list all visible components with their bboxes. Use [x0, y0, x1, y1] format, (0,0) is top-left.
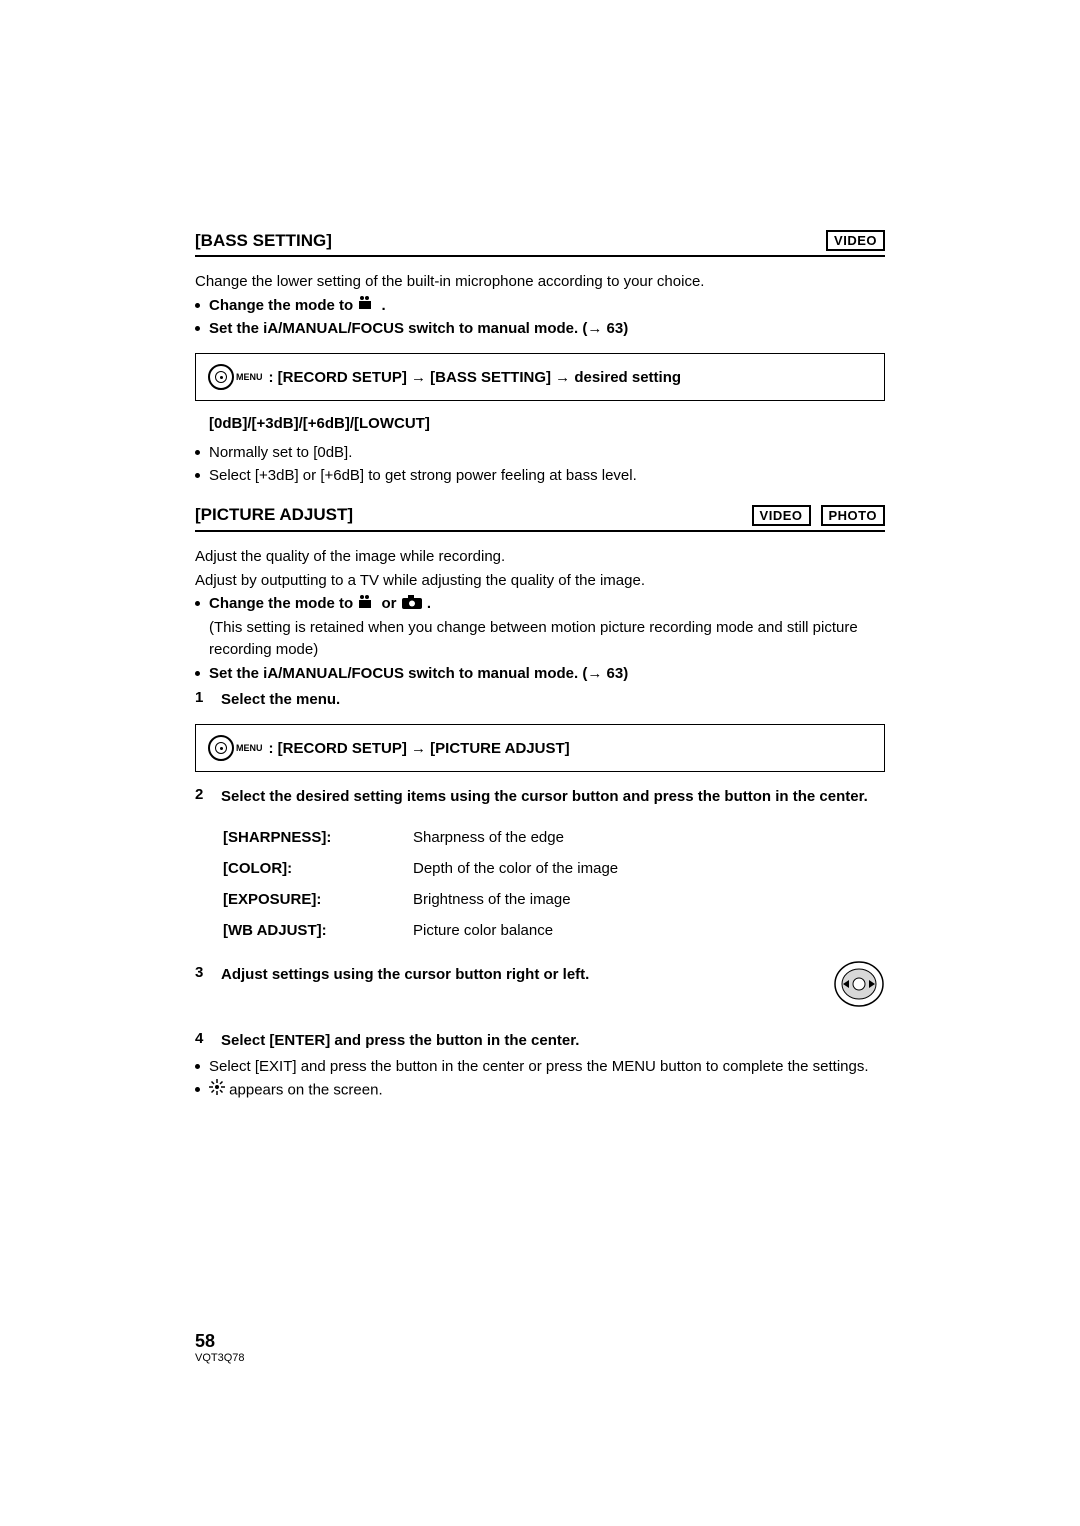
menu-icon: MENU [208, 735, 263, 761]
menu-icon: MENU [208, 364, 263, 390]
bass-bullets-bottom: Normally set to [0dB]. Select [+3dB] or … [195, 442, 885, 487]
manual-switch-label: Set the iA/MANUAL/FOCUS switch to manual… [209, 665, 628, 682]
picture-menu-box: MENU : [RECORD SETUP] → [PICTURE ADJUST] [195, 724, 885, 772]
table-row: [EXPOSURE]: Brightness of the image [223, 884, 885, 915]
picture-intro1: Adjust the quality of the image while re… [195, 546, 885, 568]
picture-badges: VIDEO PHOTO [752, 505, 885, 526]
picture-bullets-end: Select [EXIT] and press the button in th… [195, 1056, 885, 1102]
list-item: Select [EXIT] and press the button in th… [195, 1056, 885, 1078]
step-text: Select [ENTER] and press the button in t… [221, 1030, 885, 1052]
retain-note: (This setting is retained when you chang… [209, 617, 885, 661]
step-2: 2 Select the desired setting items using… [195, 786, 885, 808]
video-badge: VIDEO [752, 505, 811, 526]
video-mode-icon [357, 295, 377, 317]
list-item: Normally set to [0dB]. [195, 442, 885, 464]
menu-label: MENU [236, 372, 263, 382]
setting-key: [COLOR]: [223, 860, 413, 877]
list-item: Select [+3dB] or [+6dB] to get strong po… [195, 465, 885, 487]
setting-val: Picture color balance [413, 922, 553, 939]
period: . [382, 297, 386, 314]
setting-val: Sharpness of the edge [413, 829, 564, 846]
bass-bullets-top: Change the mode to . Set the iA/MANUAL/F… [195, 295, 885, 340]
step-3: 3 Adjust settings using the cursor butto… [195, 964, 813, 986]
bass-intro: Change the lower setting of the built-in… [195, 271, 885, 293]
manual-switch-label: Set the iA/MANUAL/FOCUS switch to manual… [209, 320, 628, 337]
list-item: appears on the screen. [195, 1079, 885, 1102]
photo-mode-icon [401, 594, 423, 616]
page-footer: 58 VQT3Q78 [195, 1331, 885, 1364]
setting-key: [EXPOSURE]: [223, 891, 413, 908]
bass-menu-path: : [RECORD SETUP] → [BASS SETTING] → desi… [269, 369, 682, 386]
table-row: [WB ADJUST]: Picture color balance [223, 915, 885, 946]
or-label: or [382, 595, 397, 612]
step-number: 3 [195, 964, 207, 986]
page-number: 58 [195, 1331, 885, 1352]
video-mode-icon [357, 594, 377, 616]
list-item: Change the mode to or . (This setting is… [195, 593, 885, 660]
photo-badge: PHOTO [821, 505, 886, 526]
step-3-row: 3 Adjust settings using the cursor butto… [195, 960, 885, 1008]
bass-badges: VIDEO [826, 230, 885, 251]
bass-section-header: [BASS SETTING] VIDEO [195, 230, 885, 257]
step-4: 4 Select [ENTER] and press the button in… [195, 1030, 885, 1052]
picture-title: [PICTURE ADJUST] [195, 505, 353, 525]
bass-title: [BASS SETTING] [195, 231, 332, 251]
table-row: [COLOR]: Depth of the color of the image [223, 853, 885, 884]
settings-table: [SHARPNESS]: Sharpness of the edge [COLO… [223, 822, 885, 946]
step-text: Select the menu. [221, 689, 885, 711]
video-badge: VIDEO [826, 230, 885, 251]
period: . [427, 595, 431, 612]
manual-page: [BASS SETTING] VIDEO Change the lower se… [0, 0, 1080, 1424]
step-number: 2 [195, 786, 207, 808]
setting-key: [WB ADJUST]: [223, 922, 413, 939]
change-mode-label: Change the mode to [209, 595, 353, 612]
step-text: Select the desired setting items using t… [221, 786, 885, 808]
table-row: [SHARPNESS]: Sharpness of the edge [223, 822, 885, 853]
list-item: Set the iA/MANUAL/FOCUS switch to manual… [195, 663, 885, 685]
list-item: Set the iA/MANUAL/FOCUS switch to manual… [195, 318, 885, 340]
change-mode-label: Change the mode to [209, 297, 353, 314]
step-1: 1 Select the menu. [195, 689, 885, 711]
step-number: 4 [195, 1030, 207, 1052]
menu-label: MENU [236, 743, 263, 753]
adjust-icon [209, 1079, 225, 1102]
dpad-icon [833, 960, 885, 1008]
appears-text: appears on the screen. [229, 1081, 382, 1098]
picture-menu-path: : [RECORD SETUP] → [PICTURE ADJUST] [269, 740, 570, 757]
picture-bullets-top: Change the mode to or . (This setting is… [195, 593, 885, 684]
step-text: Adjust settings using the cursor button … [221, 964, 813, 986]
setting-val: Brightness of the image [413, 891, 571, 908]
bass-options: [0dB]/[+3dB]/[+6dB]/[LOWCUT] [209, 415, 885, 432]
picture-section-header: [PICTURE ADJUST] VIDEO PHOTO [195, 505, 885, 532]
doc-code: VQT3Q78 [195, 1352, 885, 1364]
setting-key: [SHARPNESS]: [223, 829, 413, 846]
step-number: 1 [195, 689, 207, 711]
list-item: Change the mode to . [195, 295, 885, 317]
setting-val: Depth of the color of the image [413, 860, 618, 877]
picture-intro2: Adjust by outputting to a TV while adjus… [195, 570, 885, 592]
bass-menu-box: MENU : [RECORD SETUP] → [BASS SETTING] →… [195, 353, 885, 401]
